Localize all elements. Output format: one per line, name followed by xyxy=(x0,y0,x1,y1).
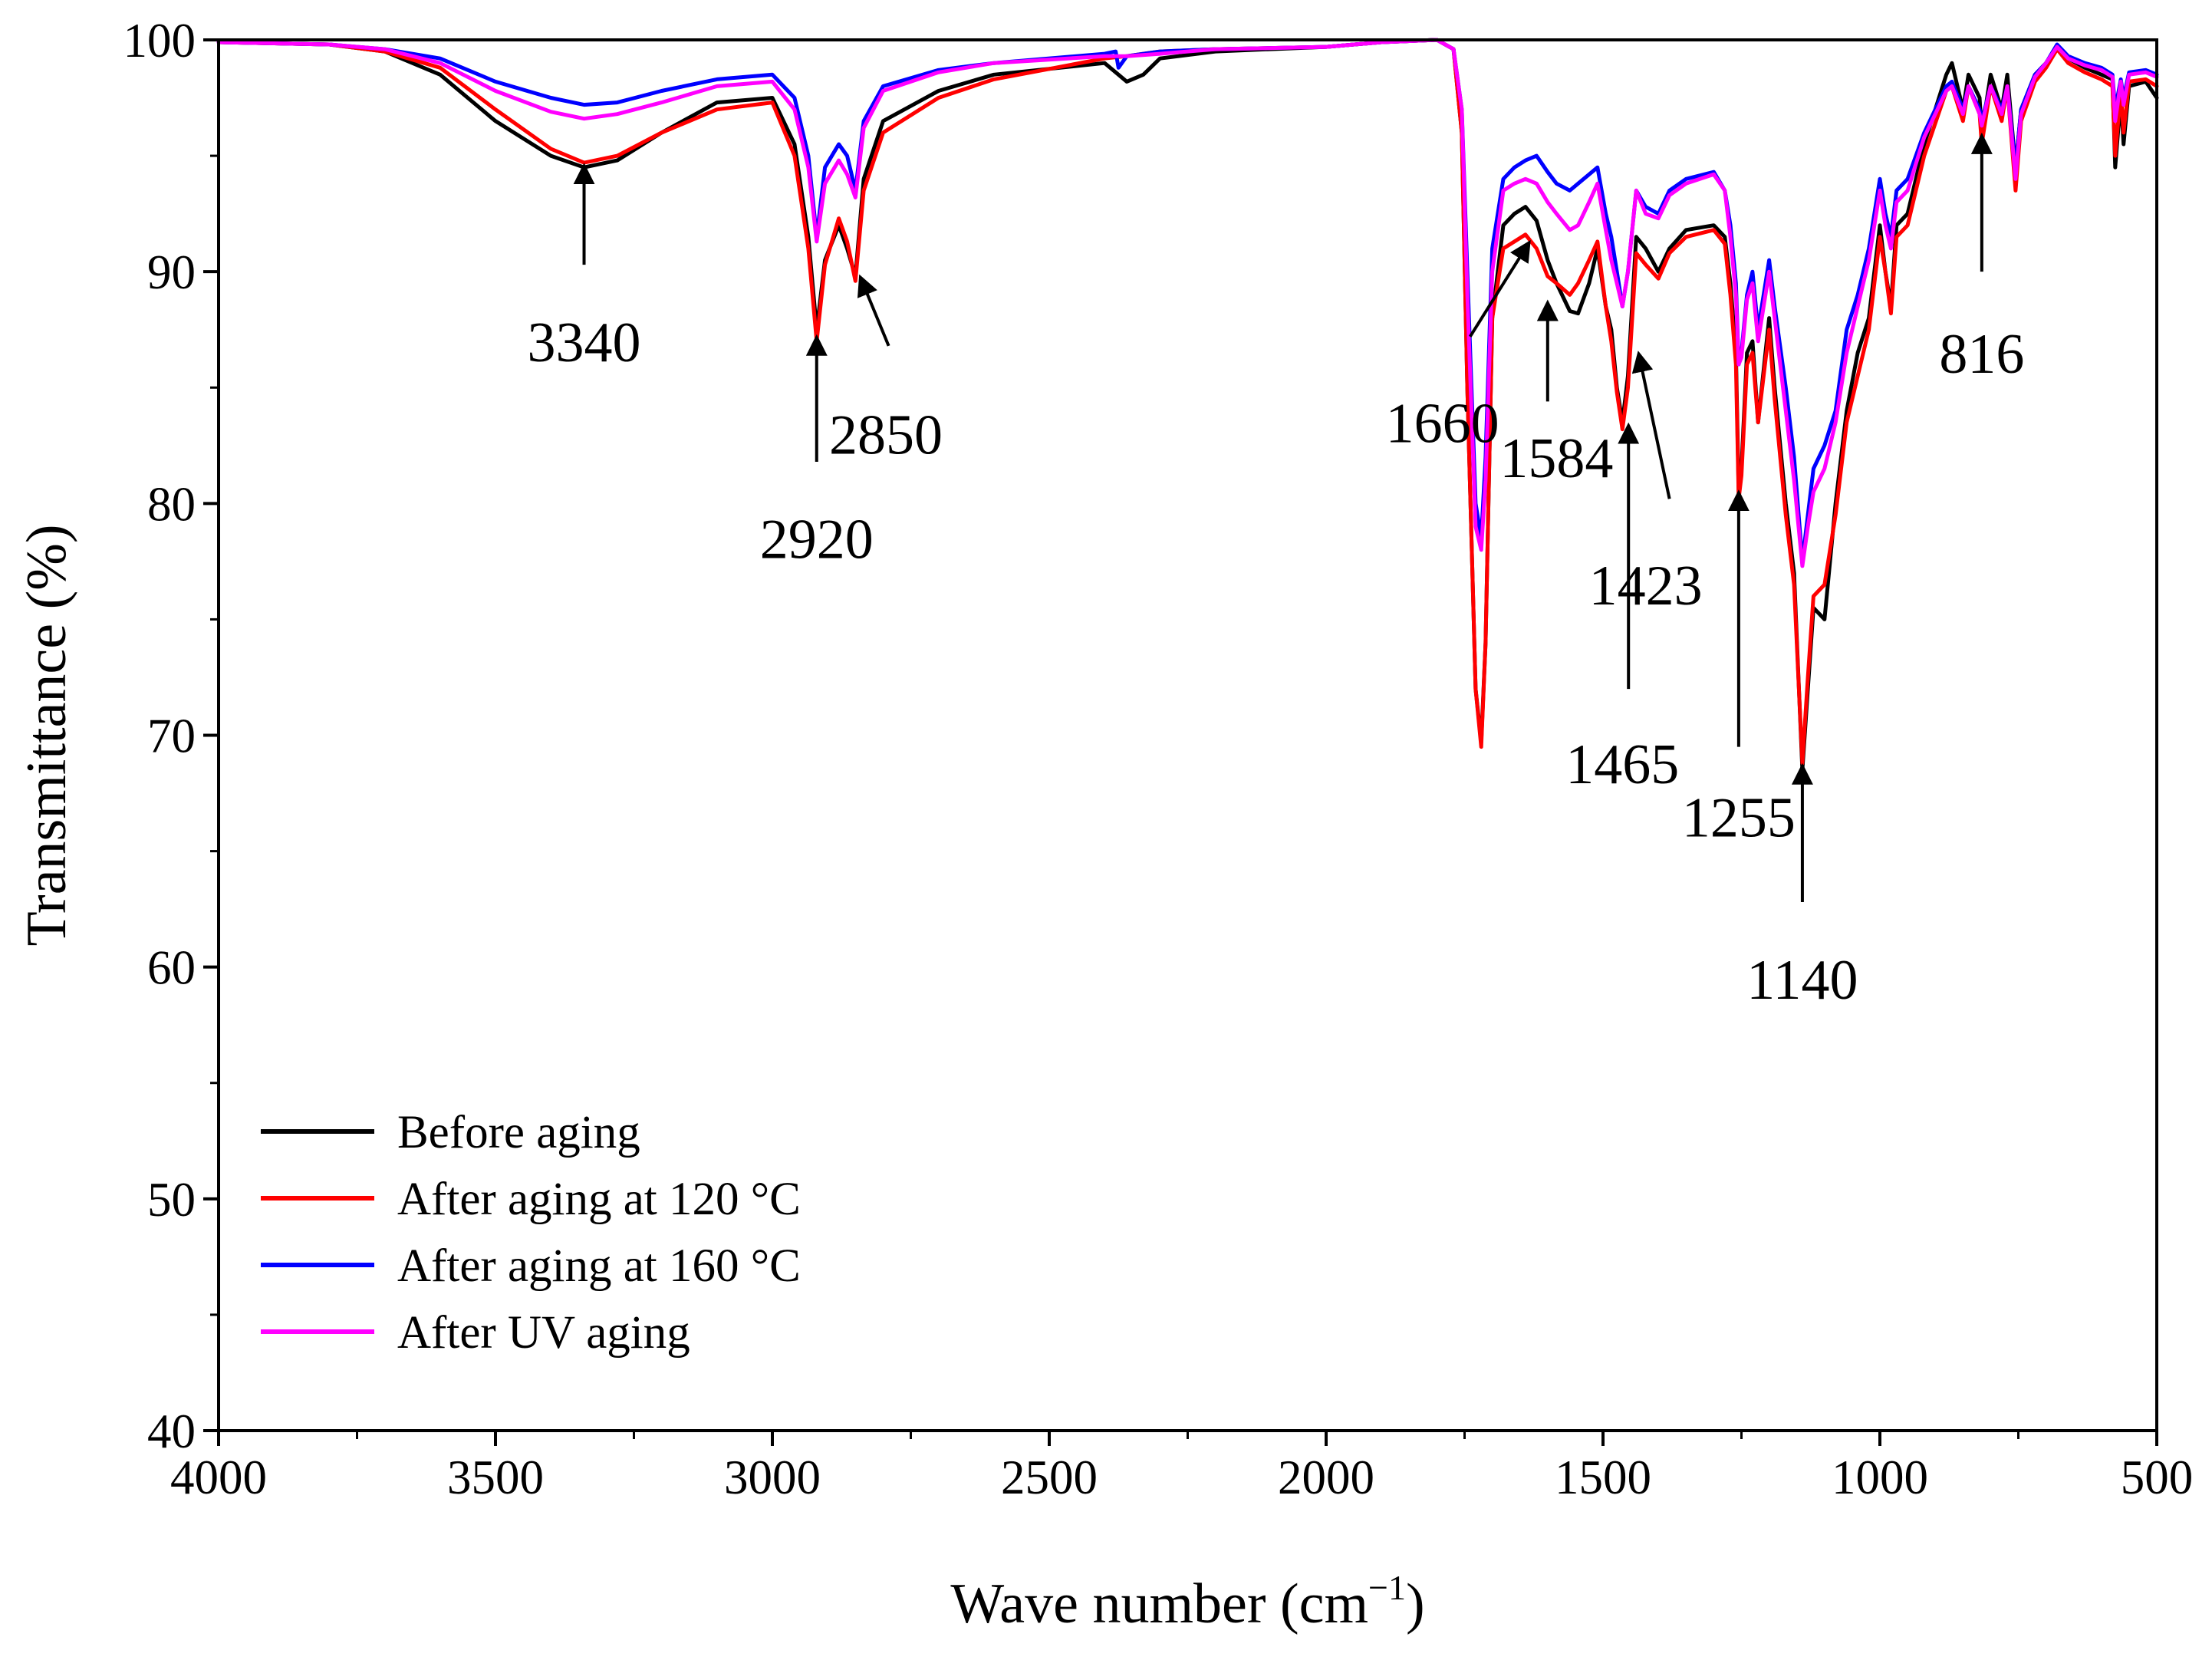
x-tick-label: 2000 xyxy=(1278,1451,1374,1504)
series-layer xyxy=(216,38,2159,772)
legend-label-3: After aging at 160 °C xyxy=(397,1240,801,1292)
peak-label-1660: 1660 xyxy=(1386,393,1499,456)
y-tick-label: 40 xyxy=(147,1405,196,1458)
legend-label-4: After UV aging xyxy=(397,1307,690,1359)
y-tick-label: 50 xyxy=(147,1173,196,1227)
peak-label-3340: 3340 xyxy=(528,311,641,374)
y-tick-label: 70 xyxy=(147,710,196,763)
peak-arrow-1660 xyxy=(1469,239,1531,338)
peak-label-2850: 2850 xyxy=(829,404,943,467)
y-tick-label: 80 xyxy=(147,477,196,531)
x-tick-label: 500 xyxy=(2121,1451,2194,1504)
peak-label-1140: 1140 xyxy=(1746,949,1858,1012)
x-tick-label: 1500 xyxy=(1555,1451,1651,1504)
x-tick-label: 3500 xyxy=(447,1451,544,1504)
legend-label-1: Before aging xyxy=(397,1107,640,1158)
peak-label-1255: 1255 xyxy=(1682,786,1796,849)
legend: Before aging After aging at 120 °C After a… xyxy=(261,1107,801,1359)
legend-label-2: After aging at 120 °C xyxy=(397,1174,801,1225)
x-tick-label: 3000 xyxy=(724,1451,821,1504)
peak-label-1584: 1584 xyxy=(1499,427,1613,490)
y-tick-label: 100 xyxy=(123,14,196,68)
y-tick-label: 90 xyxy=(147,245,196,299)
peak-arrow-2850 xyxy=(857,274,890,347)
peak-label-2920: 2920 xyxy=(760,509,874,571)
peak-label-1465: 1465 xyxy=(1565,733,1679,796)
peak-label-1423: 1423 xyxy=(1589,555,1703,618)
x-tick-label: 4000 xyxy=(170,1451,267,1504)
x-tick-label: 1000 xyxy=(1832,1451,1928,1504)
y-tick-label: 60 xyxy=(147,941,196,995)
axes-layer: 4000 3500 3000 2500 2000 1500 1000 500 40 50 60 70 8… xyxy=(123,14,2194,1504)
series-line-4 xyxy=(216,38,2159,568)
x-tick-label: 2500 xyxy=(1001,1451,1098,1504)
peak-label-816: 816 xyxy=(1939,323,2024,386)
y-axis-title: Transmittance (%) xyxy=(15,524,78,946)
x-axis-title: Wave number (cm−1) xyxy=(950,1568,1424,1635)
peak-arrow-1423 xyxy=(1631,351,1671,499)
